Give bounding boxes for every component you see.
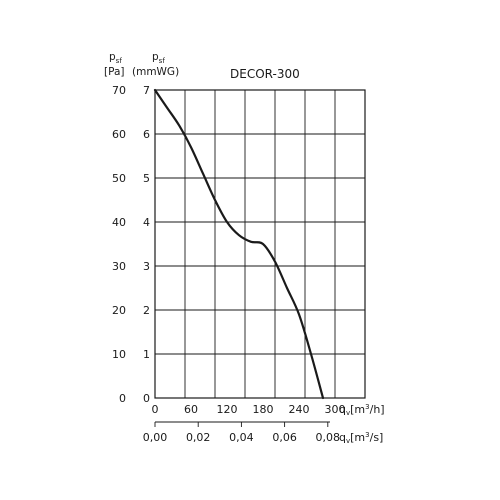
x-top-tick-label: 60 — [184, 403, 198, 416]
x-top-unit-label: qv[m3/h] — [339, 403, 385, 417]
y-left-tick-label: 0 — [119, 392, 126, 405]
y-left-tick-label: 40 — [112, 216, 126, 229]
x-bottom-tick-label: 0,02 — [186, 431, 211, 444]
x-bottom-tick-label: 0,08 — [316, 431, 341, 444]
y-left-tick-label: 60 — [112, 128, 126, 141]
y-right-tick-label: 2 — [143, 304, 150, 317]
x-top-tick-label: 180 — [253, 403, 274, 416]
x-top-tick-labels: 0 60 120 180 240 300 — [152, 403, 346, 416]
y-left-tick-labels: 0 10 20 30 40 50 60 70 — [112, 84, 126, 405]
y-right-tick-label: 3 — [143, 260, 150, 273]
x-bottom-tick-label: 0,00 — [143, 431, 168, 444]
y-right-tick-label: 5 — [143, 172, 150, 185]
x-top-tick-label: 120 — [217, 403, 238, 416]
fan-curve-line — [153, 88, 325, 400]
y-left-tick-label: 10 — [112, 348, 126, 361]
x-top-tick-label: 240 — [289, 403, 310, 416]
y-right-tick-label: 4 — [143, 216, 150, 229]
y-left-tick-label: 50 — [112, 172, 126, 185]
y-left-tick-label: 70 — [112, 84, 126, 97]
x-bottom-unit-label: qv[m3/s] — [339, 431, 383, 445]
chart-title: DECOR-300 — [230, 67, 300, 81]
x-top-tick-label: 0 — [152, 403, 159, 416]
x-bottom-tick-label: 0,06 — [272, 431, 297, 444]
y-right-tick-label: 6 — [143, 128, 150, 141]
y-right-tick-label: 0 — [143, 392, 150, 405]
y-left-tick-label: 30 — [112, 260, 126, 273]
x-bottom-tick-label: 0,04 — [229, 431, 254, 444]
y-right-header-unit: (mmWG) — [132, 66, 179, 78]
y-left-header-unit: [Pa] — [104, 66, 125, 78]
y-left-header-symbol: psf — [109, 51, 122, 65]
y-left-tick-label: 20 — [112, 304, 126, 317]
plot-frame — [154, 89, 366, 399]
y-right-tick-label: 1 — [143, 348, 150, 361]
x-bottom-tick-labels: 0,00 0,02 0,04 0,06 0,08 — [143, 422, 340, 444]
y-right-tick-labels: 0 1 2 3 4 5 6 7 — [143, 84, 150, 405]
y-right-header-symbol: psf — [152, 51, 165, 65]
grid — [154, 89, 366, 399]
y-right-tick-label: 7 — [143, 84, 150, 97]
x-top-tick-label: 300 — [325, 403, 346, 416]
